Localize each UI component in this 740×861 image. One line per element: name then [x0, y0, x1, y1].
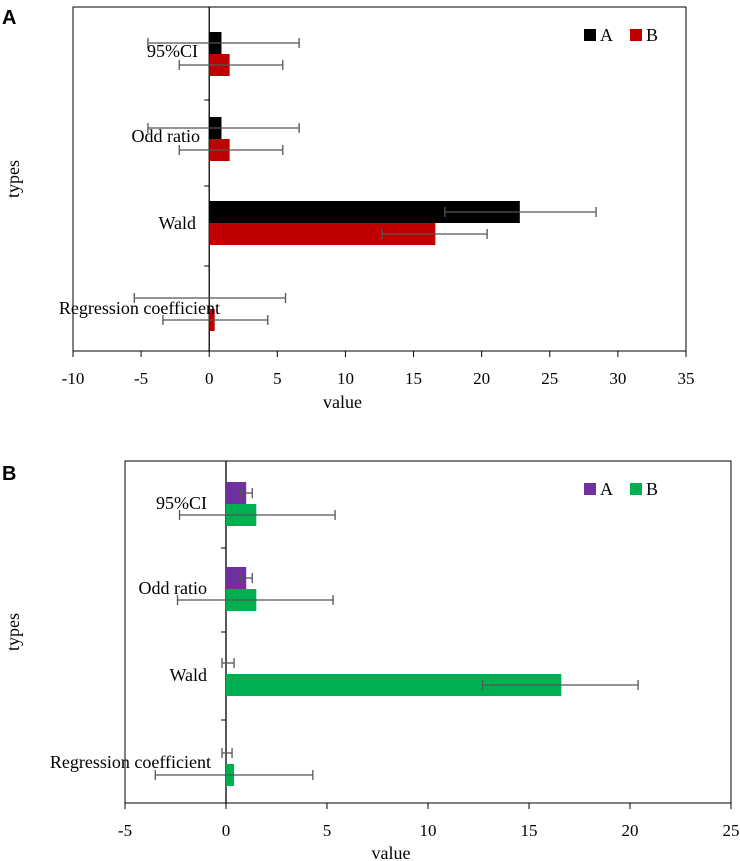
category-label: Regression coefficient — [50, 752, 211, 772]
x-tick-label: 10 — [420, 821, 437, 840]
panel-label: B — [2, 463, 16, 485]
x-tick-label: -5 — [134, 369, 148, 388]
bar-a — [226, 482, 247, 504]
category-label: Wald — [158, 213, 196, 233]
x-tick-label: 25 — [723, 821, 740, 840]
legend-swatch-a — [584, 29, 596, 41]
error-bar — [178, 145, 284, 155]
x-tick-label: 0 — [205, 369, 214, 388]
x-tick-label: 25 — [541, 369, 558, 388]
legend-label-a: A — [600, 479, 613, 499]
error-bar — [381, 229, 488, 239]
x-tick-label: 0 — [222, 821, 231, 840]
bar-a — [226, 567, 247, 589]
category-label: Regression coefficient — [59, 298, 220, 318]
bar-b — [209, 223, 436, 245]
error-bar — [147, 123, 300, 133]
chart-panel-a: A -10 -5 0 5 10 15 20 25 30 35 value types 95%CI Odd r… — [2, 6, 695, 412]
category-label: Odd ratio — [139, 578, 207, 598]
legend-swatch-b — [630, 483, 642, 495]
x-axis-label: value — [323, 392, 362, 412]
error-bar — [239, 488, 253, 498]
x-tick-label: 20 — [622, 821, 639, 840]
x-tick-label: 5 — [273, 369, 282, 388]
category-label: 95%CI — [147, 41, 198, 61]
error-bar — [176, 595, 334, 605]
error-bar — [178, 510, 336, 520]
x-tick-label: 30 — [609, 369, 626, 388]
chart-panel-b: B -5 0 5 10 15 20 25 value types 95%CI Odd ratio Wal… — [2, 460, 740, 861]
category-label: Wald — [169, 665, 207, 685]
legend-label-b: B — [646, 25, 658, 45]
error-bar — [178, 60, 284, 70]
x-tick-label: 15 — [405, 369, 422, 388]
x-tick-label: -10 — [62, 369, 85, 388]
error-bar — [481, 680, 639, 690]
error-bar — [162, 315, 269, 325]
legend-swatch-a — [584, 483, 596, 495]
x-tick-label: 35 — [678, 369, 695, 388]
error-bar — [239, 573, 253, 583]
x-tick-label: 10 — [337, 369, 354, 388]
error-bar — [133, 293, 287, 303]
legend-label-a: A — [600, 25, 613, 45]
error-bar — [147, 38, 300, 48]
x-tick-label: 20 — [473, 369, 490, 388]
legend-label-b: B — [646, 479, 658, 499]
x-tick-label: -5 — [118, 821, 132, 840]
legend-swatch-b — [630, 29, 642, 41]
category-label: 95%CI — [156, 493, 207, 513]
plot-frame — [72, 6, 687, 352]
x-axis-label: value — [372, 843, 411, 861]
plot-frame — [124, 460, 732, 804]
error-bar — [444, 207, 597, 217]
x-tick-label: 5 — [323, 821, 332, 840]
bar-b — [226, 674, 562, 696]
category-label: Odd ratio — [132, 126, 200, 146]
y-axis-label: types — [3, 613, 23, 651]
bar-a — [209, 201, 520, 223]
error-bar — [154, 770, 314, 780]
y-axis-label: types — [3, 160, 23, 198]
panel-label: A — [2, 7, 16, 29]
error-bar — [221, 658, 235, 668]
error-bar — [221, 748, 233, 758]
x-tick-label: 15 — [521, 821, 538, 840]
